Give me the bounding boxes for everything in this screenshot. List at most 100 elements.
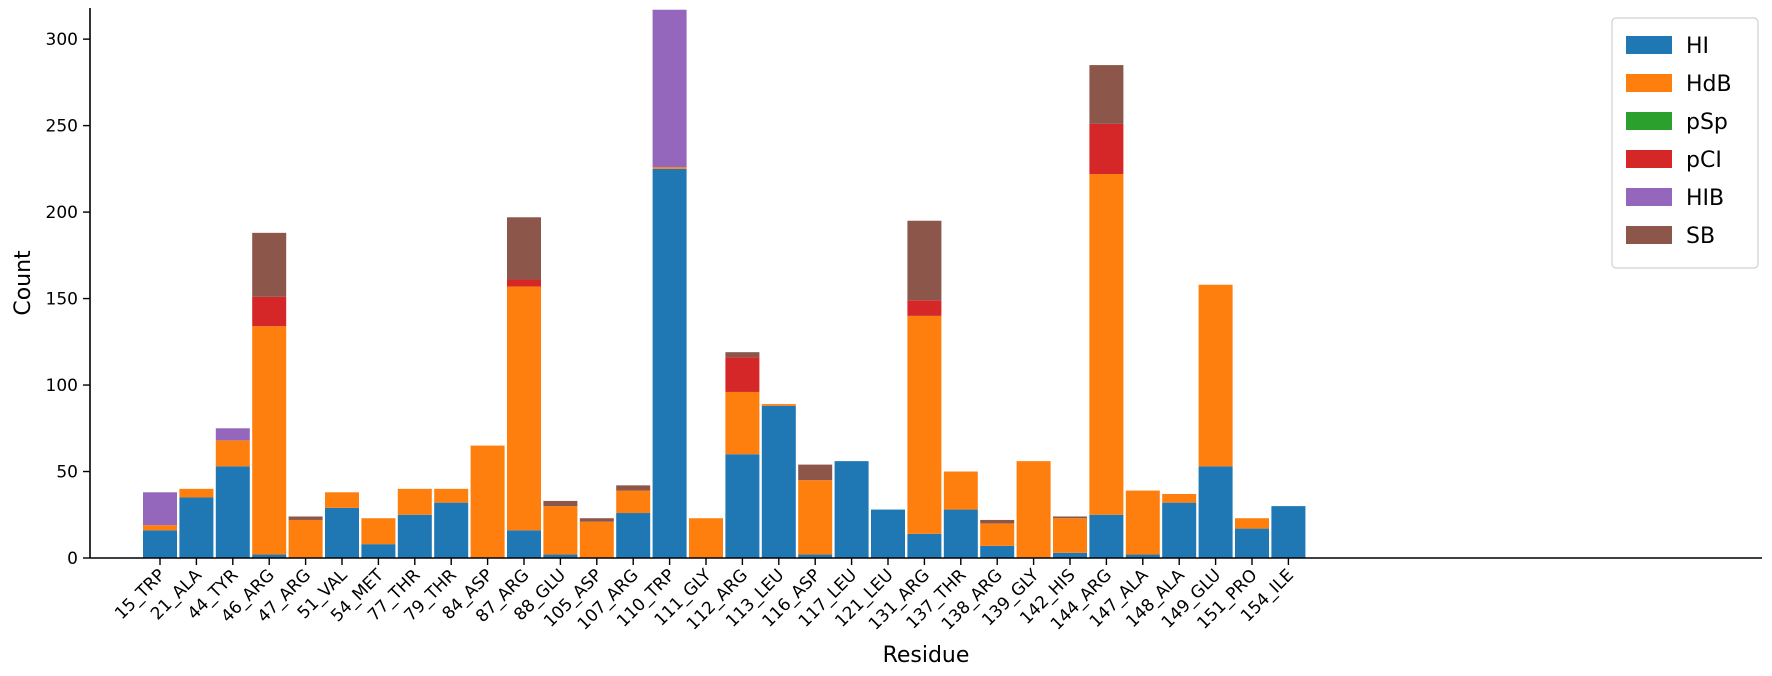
bar-117_LEU-HI	[834, 461, 869, 558]
bar-121_LEU-HI	[871, 509, 905, 558]
bar-139_GLY-HdB	[1016, 461, 1051, 558]
bar-46_ARG-SB	[252, 232, 287, 297]
bar-110_TRP-HdB	[652, 167, 687, 169]
bar-112_ARG-HI	[725, 454, 760, 558]
legend-swatch-HI	[1626, 36, 1672, 54]
bar-87_ARG-SB	[507, 217, 541, 280]
y-tick-label: 150	[46, 290, 78, 310]
bar-46_ARG-pCI	[252, 296, 287, 327]
bar-21_ALA-HdB	[179, 488, 214, 498]
bar-88_GLU-SB	[543, 500, 578, 507]
bar-87_ARG-pCI	[507, 279, 541, 287]
bar-54_MET-HI	[361, 544, 396, 558]
bar-15_TRP-HI	[143, 530, 177, 558]
bar-79_THR-HdB	[434, 488, 469, 503]
bar-21_ALA-HI	[179, 497, 214, 558]
legend-label-SB: SB	[1686, 224, 1715, 249]
bar-51_VAL-HI	[325, 507, 359, 558]
bar-113_LEU-HdB	[761, 404, 796, 406]
bar-110_TRP-HIB	[652, 9, 687, 168]
bar-112_ARG-pCI	[725, 357, 760, 392]
bar-113_LEU-HI	[761, 405, 796, 558]
bar-144_ARG-SB	[1089, 65, 1124, 124]
bar-54_MET-HdB	[361, 518, 396, 545]
bar-142_HIS-SB	[1053, 516, 1087, 519]
bar-15_TRP-HdB	[143, 525, 177, 531]
y-tick-label: 200	[46, 203, 78, 223]
bar-44_TYR-HI	[215, 466, 250, 558]
bar-107_ARG-HdB	[616, 490, 651, 514]
bar-138_ARG-HdB	[980, 523, 1015, 546]
bar-77_THR-HI	[397, 514, 432, 558]
bar-46_ARG-HdB	[252, 326, 287, 555]
bar-46_ARG-HI	[252, 554, 287, 558]
bar-131_ARG-HI	[907, 533, 942, 558]
bar-116_ASP-HI	[798, 554, 833, 558]
bar-148_ALA-HI	[1162, 502, 1197, 558]
x-ticks: 15_TRP21_ALA44_TYR46_ARG47_ARG51_VAL54_M…	[111, 558, 1298, 634]
legend-swatch-pSp	[1626, 112, 1672, 130]
legend-label-HI: HI	[1686, 34, 1709, 59]
bar-105_ASP-HdB	[579, 521, 614, 558]
bar-79_THR-HI	[434, 502, 469, 558]
bar-131_ARG-HdB	[907, 315, 942, 534]
bar-88_GLU-HdB	[543, 506, 578, 555]
y-tick-label: 100	[46, 376, 78, 396]
legend-label-HIB: HIB	[1686, 186, 1724, 211]
bar-131_ARG-SB	[907, 220, 942, 301]
bars-layer	[143, 9, 1306, 558]
legend-swatch-HdB	[1626, 74, 1672, 92]
bar-116_ASP-HdB	[798, 480, 833, 555]
bar-44_TYR-HdB	[215, 440, 250, 467]
legend-swatch-SB	[1626, 226, 1672, 244]
bar-112_ARG-SB	[725, 352, 760, 358]
bar-144_ARG-HI	[1089, 514, 1124, 558]
bar-111_GLY-HdB	[689, 518, 723, 558]
bar-147_ALA-HdB	[1125, 490, 1160, 555]
bar-47_ARG-HdB	[288, 519, 323, 558]
bar-151_PRO-HI	[1235, 528, 1269, 558]
bar-84_ASP-HdB	[470, 445, 505, 558]
bar-151_PRO-HdB	[1235, 518, 1269, 529]
bar-142_HIS-HdB	[1053, 518, 1087, 553]
bar-149_GLU-HdB	[1198, 284, 1233, 467]
bar-149_GLU-HI	[1198, 466, 1233, 558]
bar-154_ILE-HI	[1271, 506, 1306, 558]
y-ticks: 0 50 100 150 200 250 300	[46, 30, 90, 569]
bar-144_ARG-HdB	[1089, 174, 1124, 515]
y-tick-label: 300	[46, 30, 78, 50]
x-axis-label: Residue	[883, 643, 970, 668]
legend-label-pCI: pCI	[1686, 148, 1722, 173]
bar-87_ARG-HI	[507, 530, 541, 558]
bar-88_GLU-HI	[543, 554, 578, 558]
bar-116_ASP-SB	[798, 464, 833, 481]
bar-107_ARG-SB	[616, 485, 651, 491]
legend: HI HdB pSp pCI HIB SB	[1611, 17, 1759, 269]
bar-105_ASP-SB	[579, 518, 614, 522]
bar-144_ARG-pCI	[1089, 123, 1124, 175]
y-axis-label: Count	[11, 250, 36, 316]
legend-label-HdB: HdB	[1686, 72, 1732, 97]
bar-137_THR-HI	[943, 509, 978, 558]
bar-138_ARG-SB	[980, 519, 1015, 524]
bar-47_ARG-SB	[288, 516, 323, 520]
bar-137_THR-HdB	[943, 471, 978, 510]
bar-107_ARG-HI	[616, 513, 651, 558]
bar-87_ARG-HdB	[507, 286, 541, 531]
y-tick-label: 250	[46, 117, 78, 137]
legend-swatch-HIB	[1626, 188, 1672, 206]
bar-77_THR-HdB	[397, 488, 432, 515]
bar-142_HIS-HI	[1053, 552, 1087, 558]
legend-label-pSp: pSp	[1686, 110, 1728, 135]
bar-15_TRP-HIB	[143, 492, 177, 526]
bar-147_ALA-HI	[1125, 554, 1160, 558]
bar-110_TRP-HI	[652, 168, 687, 558]
axes-layer	[89, 8, 1762, 559]
y-tick-label: 50	[56, 463, 78, 483]
y-tick-label: 0	[67, 549, 78, 569]
bar-44_TYR-HIB	[215, 428, 250, 441]
bar-51_VAL-HdB	[325, 492, 359, 508]
bar-112_ARG-HdB	[725, 391, 760, 455]
